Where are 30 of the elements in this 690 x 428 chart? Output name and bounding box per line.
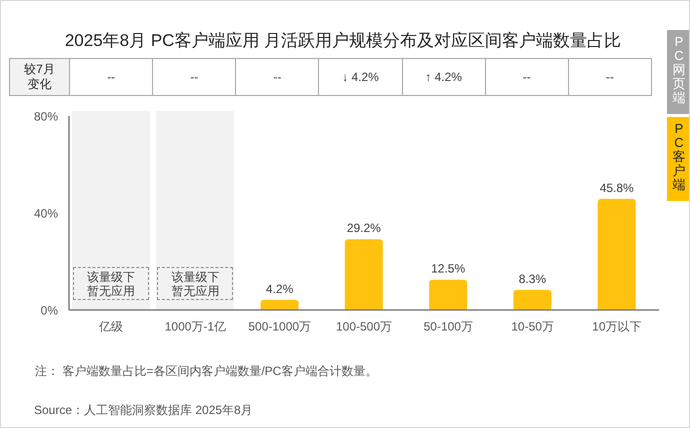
- bar: [344, 239, 383, 310]
- note-box: 该量级下暂无应用: [73, 267, 150, 300]
- y-tick-label: 40%: [34, 206, 58, 220]
- x-tick-label: 亿级: [98, 320, 124, 334]
- chart-title: 2025年8月 PC客户端应用 月活跃用户规模分布及对应区间客户端数量占比: [64, 31, 622, 50]
- source-note: Source：人工智能洞察数据库 2025年8月: [34, 403, 253, 417]
- data-label: 12.5%: [431, 262, 466, 276]
- bar: [260, 300, 299, 310]
- text: 注： 客户端数量占比=各区间内客户端数量/PC客户端合计数量。: [35, 364, 378, 378]
- y-tick-label: 80%: [34, 109, 58, 124]
- data-label: 45.8%: [600, 180, 634, 195]
- x-tick-label: 50-100万: [424, 320, 473, 334]
- y-tick-label: 0%: [40, 303, 58, 318]
- data-label: 4.2%: [266, 282, 294, 296]
- x-tick-label: 10-50万: [511, 320, 554, 334]
- side-tab: PC网页端: [667, 30, 689, 114]
- note-box: 该量级下暂无应用: [157, 267, 234, 300]
- x-tick-label: 1000万-1亿: [164, 320, 226, 334]
- band-label: 该量级下暂无应用: [87, 270, 136, 298]
- data-label: 8.3%: [518, 272, 546, 286]
- x-tick-label: 10万以下: [592, 320, 642, 334]
- data-label: 29.2%: [346, 221, 382, 236]
- x-tick-label: 500-1000万: [248, 320, 312, 334]
- bar: [429, 280, 468, 310]
- bar: [598, 198, 636, 310]
- x-tick-label: 100-500万: [336, 320, 392, 334]
- bar: [513, 290, 552, 310]
- comparison-table: 较7月变化 -- -- -- ↓ 4.2% ↑ 4.2% -- --: [9, 58, 652, 96]
- band-label: 该量级下暂无应用: [171, 270, 220, 298]
- side-tab: PC客户端: [667, 117, 689, 201]
